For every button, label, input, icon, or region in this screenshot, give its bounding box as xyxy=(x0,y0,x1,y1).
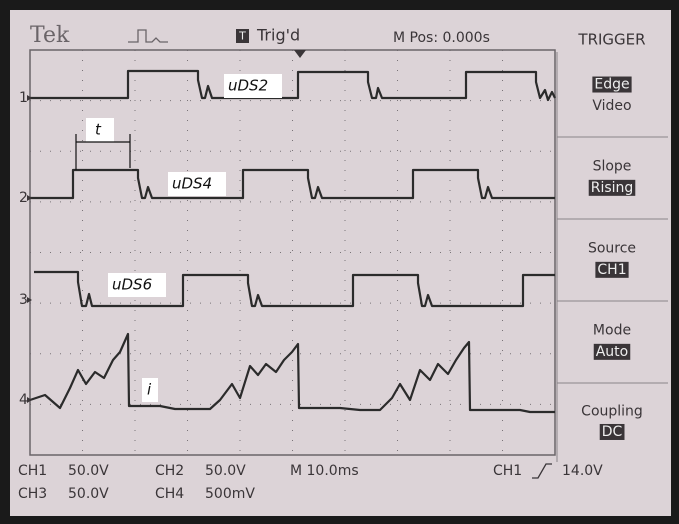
trigger-marker xyxy=(294,50,306,58)
status-text: 500mV xyxy=(205,486,255,502)
menu-value: Rising xyxy=(591,180,634,196)
screen xyxy=(10,10,671,516)
status-text: M 10.0ms xyxy=(290,463,359,479)
status-text: 50.0V xyxy=(68,486,109,502)
status-text: 50.0V xyxy=(68,463,109,479)
trig-icon-letter: T xyxy=(238,30,246,43)
channel-arrow xyxy=(27,195,32,201)
trace-label: uDS4 xyxy=(172,175,212,193)
label-box xyxy=(142,378,158,402)
menu-value: Video xyxy=(592,98,631,114)
status-text: CH2 xyxy=(155,463,184,479)
menu-label: Slope xyxy=(593,159,632,175)
status-text: CH4 xyxy=(155,486,184,502)
channel-marker: 1 xyxy=(19,90,28,106)
trigger-status: Trig'd xyxy=(256,26,300,45)
channel-marker: 3 xyxy=(19,292,28,308)
status-text: 14.0V xyxy=(562,463,603,479)
status-text: CH1 xyxy=(493,463,522,479)
menu-highlight xyxy=(588,179,636,196)
trace-label: uDS2 xyxy=(228,77,268,95)
menu-highlight xyxy=(592,76,632,93)
menu-highlight xyxy=(593,343,631,360)
status-bar: CH1 50.0V CH2 50.0V M 10.0ms CH1 14.0V CH3 50.0V… xyxy=(18,463,603,502)
channel-marker: 4 xyxy=(19,392,28,408)
status-text: CH3 xyxy=(18,486,47,502)
horizontal-position: M Pos: 0.000s xyxy=(393,30,490,46)
trigger-menu: Edge Video Slope Rising Source CH1 Mode Auto Cou… xyxy=(556,52,668,462)
trace-ch3 xyxy=(34,270,555,308)
label-box xyxy=(224,74,282,98)
channel-arrow xyxy=(27,397,32,403)
brand: Tek xyxy=(30,23,70,48)
label-box xyxy=(168,172,226,196)
channel-marker: 2 xyxy=(19,190,28,206)
channel-markers: 1 2 3 4 xyxy=(19,90,32,408)
menu-label: Source xyxy=(588,241,636,257)
menu-highlight xyxy=(595,261,629,278)
menu-highlight xyxy=(599,423,625,440)
status-text: CH1 xyxy=(18,463,47,479)
label-box xyxy=(86,118,114,142)
trig-icon xyxy=(236,29,249,43)
trace-label: uDS6 xyxy=(112,276,152,294)
channel-arrow xyxy=(27,95,32,101)
channel-arrow xyxy=(27,297,32,303)
trace-label: i xyxy=(147,381,152,399)
status-text: 50.0V xyxy=(205,463,246,479)
acq-icon xyxy=(128,29,168,43)
slope-icon xyxy=(532,463,552,479)
menu-value: Auto xyxy=(596,344,629,360)
menu-label: Coupling xyxy=(581,403,643,419)
interval-bracket xyxy=(75,134,131,170)
graticule-frame xyxy=(29,49,556,456)
trace-ch1 xyxy=(30,69,556,102)
label-box xyxy=(108,273,166,297)
menu-label: Mode xyxy=(593,323,631,339)
menu-title: TRIGGER xyxy=(577,31,645,49)
menu-label: Edge xyxy=(594,77,629,93)
trace-ch4 xyxy=(29,332,555,414)
menu-value: DC xyxy=(602,424,623,440)
interval-label: t xyxy=(95,121,102,139)
menu-value: CH1 xyxy=(597,262,626,278)
trace-ch2 xyxy=(30,168,555,200)
